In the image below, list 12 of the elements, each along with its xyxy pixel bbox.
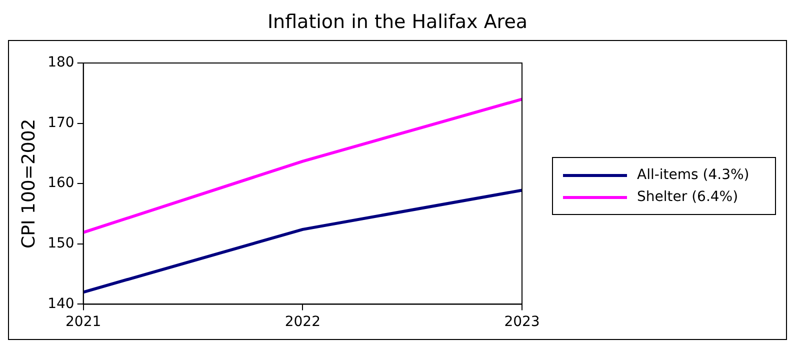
y-tick-label: 150	[48, 236, 74, 252]
y-tick-label: 180	[48, 54, 74, 71]
x-tick-label: 2023	[504, 314, 540, 330]
y-tick-label: 140	[48, 296, 74, 312]
x-tick-label: 2022	[284, 314, 320, 330]
legend-label: All-items (4.3%)	[637, 167, 750, 183]
legend-label: Shelter (6.4%)	[637, 189, 738, 205]
x-tick-label: 2021	[66, 314, 102, 330]
y-tick-label: 170	[48, 114, 74, 131]
y-axis-title: CPI 100=2002	[18, 118, 40, 248]
y-tick-label: 160	[48, 175, 74, 192]
chart-title: Inflation in the Halifax Area	[266, 10, 529, 35]
